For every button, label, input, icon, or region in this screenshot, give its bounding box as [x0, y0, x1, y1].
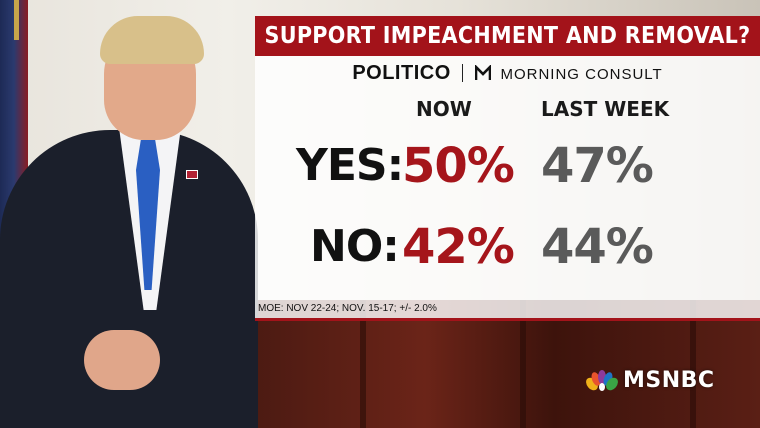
poll-source: POLITICO MORNING CONSULT — [255, 62, 760, 85]
door-panel-line — [520, 300, 526, 428]
hair — [100, 16, 204, 64]
headline-bar: SUPPORT IMPEACHMENT AND REMOVAL? — [255, 16, 760, 56]
flag-pole — [14, 0, 19, 40]
network-bug: MSNBC — [585, 368, 715, 393]
column-header-last-week: LAST WEEK — [541, 97, 670, 121]
margin-of-error-note: MOE: NOV 22-24; NOV. 15-17; +/- 2.0% — [258, 303, 437, 314]
column-header-now: NOW — [416, 97, 472, 121]
politico-logo: POLITICO — [352, 62, 451, 84]
clasped-hands — [84, 330, 160, 390]
person-photo — [0, 0, 260, 428]
flag-pin — [186, 170, 198, 179]
msnbc-logo-text: MSNBC — [623, 368, 715, 393]
no-now-value: 42% — [402, 219, 515, 275]
source-divider — [462, 64, 464, 82]
door-panel-line — [690, 300, 696, 428]
row-label-no: NO: — [310, 221, 400, 272]
wooden-door — [245, 300, 760, 428]
panel-bottom-rule — [255, 318, 760, 321]
peacock-icon — [586, 369, 618, 391]
yes-last-week-value: 47% — [541, 138, 654, 194]
yes-now-value: 50% — [402, 138, 515, 194]
morning-consult-logo: MORNING CONSULT — [500, 66, 663, 83]
no-last-week-value: 44% — [541, 219, 654, 275]
morning-consult-m-icon — [474, 65, 491, 80]
headline-text: SUPPORT IMPEACHMENT AND REMOVAL? — [264, 23, 751, 49]
row-label-yes: YES: — [296, 140, 404, 191]
door-panel-line — [360, 300, 366, 428]
poll-panel — [255, 16, 760, 318]
